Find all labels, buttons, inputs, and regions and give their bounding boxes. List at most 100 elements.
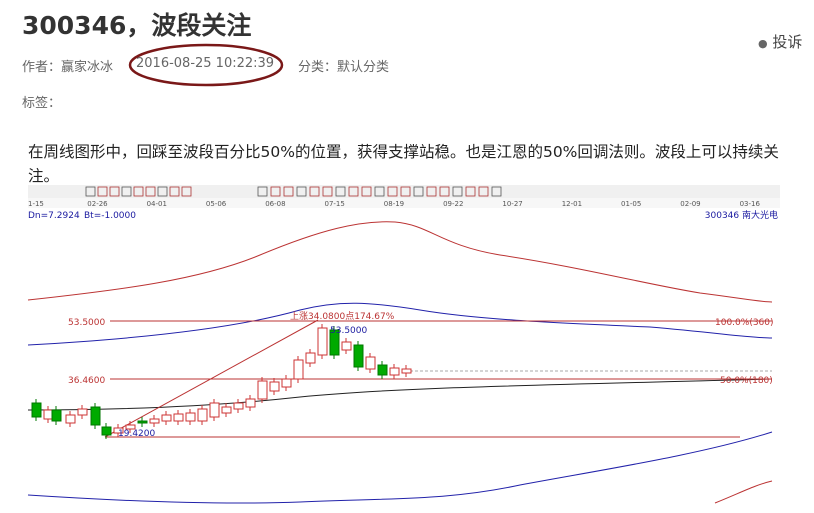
date-label: 12-01 [562,200,582,208]
candle [257,380,268,400]
candle [365,356,376,370]
low-label: 19.4200 [118,429,155,439]
lower-red [714,480,773,504]
candle [329,329,340,356]
candle [90,406,101,426]
tool-icon [296,186,307,197]
candle [233,402,244,410]
candle [389,367,400,376]
candle [137,420,148,424]
pct-label: 50.0%(180) [720,376,773,386]
lower-band [27,431,773,504]
date-label: 01-05 [621,200,641,208]
date-label: 02-09 [680,200,700,208]
date-label: 05-06 [206,200,227,208]
tool-icon [335,186,346,197]
category: 分类：默认分类 [298,60,390,75]
tool-icon [348,186,359,197]
tool-icon [309,186,320,197]
tool-icon [400,186,411,197]
candle [173,413,184,422]
toolbar [28,185,780,198]
date-bar [28,198,780,208]
candle [65,414,76,424]
tool-icon [478,186,489,197]
rise-label: 上涨34.0800点174.67% [290,311,395,322]
candle [401,368,412,374]
tool-icon [491,186,502,197]
tool-icon [85,186,96,197]
candle [197,408,208,422]
candle [125,424,136,430]
tool-icon [374,186,385,197]
tool-icon [257,186,268,197]
indicator-left: Dn=7.2924 [28,211,80,221]
middle-band [27,302,773,346]
tool-icon [413,186,424,197]
candle [281,378,292,388]
indicator-right: Bt=-1.0000 [84,211,136,221]
tool-icon [121,186,132,197]
toolbar-icons [85,186,502,197]
swing-line [104,319,319,438]
date-label: 07-15 [325,200,345,208]
tool-icon [426,186,437,197]
date-axis: 1-15 02-26 04-01 05-06 06-08 07-15 08-19 09-22 1… [28,200,760,208]
candle [245,398,256,408]
stock-name: 300346 南大光电 [705,209,778,221]
time-circle [128,43,284,87]
tool-icon [181,186,192,197]
candle [31,402,42,418]
report-text[interactable]: 投诉 [772,33,803,51]
tool-icon [109,186,120,197]
date-label: 04-01 [147,200,167,208]
peak-label: 53.5000 [330,326,367,336]
candle [221,406,232,414]
tool-icon [169,186,180,197]
tool-icon [145,186,156,197]
tool-icon [270,186,281,197]
tool-icon [452,186,463,197]
candle [341,341,352,351]
tool-icon [439,186,450,197]
candle [317,327,328,356]
tool-icon [361,186,372,197]
tool-icon [283,186,294,197]
tags: 标签： [22,96,62,111]
upper-band [27,221,773,303]
candle [269,381,280,392]
candle [101,426,112,436]
date-label: 10-27 [502,200,522,208]
candles [31,324,412,439]
date-label: 08-19 [384,200,404,208]
post-time: 2016-08-25 10:22:39 [136,56,275,71]
tool-icon [322,186,333,197]
date-label: 06-08 [265,200,285,208]
pct-label: 100.0%(360) [715,318,774,328]
author: 作者：赢家冰冰 [22,60,114,75]
candle [293,359,304,380]
candle [77,408,88,416]
candle [113,427,124,434]
date-label: 1-15 [28,200,44,208]
report-link[interactable]: ● 投诉 [758,31,802,52]
annotation [128,43,284,87]
tool-icon [133,186,144,197]
candle [185,412,196,422]
tool-icon [465,186,476,197]
date-label: 09-22 [443,200,463,208]
tool-icon [387,186,398,197]
report-icon: ● [758,37,768,50]
tool-icon [157,186,168,197]
candle [161,414,172,422]
candle [305,352,316,364]
candle [149,418,160,424]
paragraph: 在周线图形中，回踩至波段百分比50%的位置，获得支撑站稳。也是江恩的50%回调法… [28,143,779,185]
candle [353,344,364,368]
candle [51,409,62,422]
tool-icon [97,186,108,197]
date-label: 03-16 [740,200,761,208]
candle [209,402,220,418]
chart-image: 1-15 02-26 04-01 05-06 06-08 07-15 08-19 09-22 1… [27,185,780,504]
